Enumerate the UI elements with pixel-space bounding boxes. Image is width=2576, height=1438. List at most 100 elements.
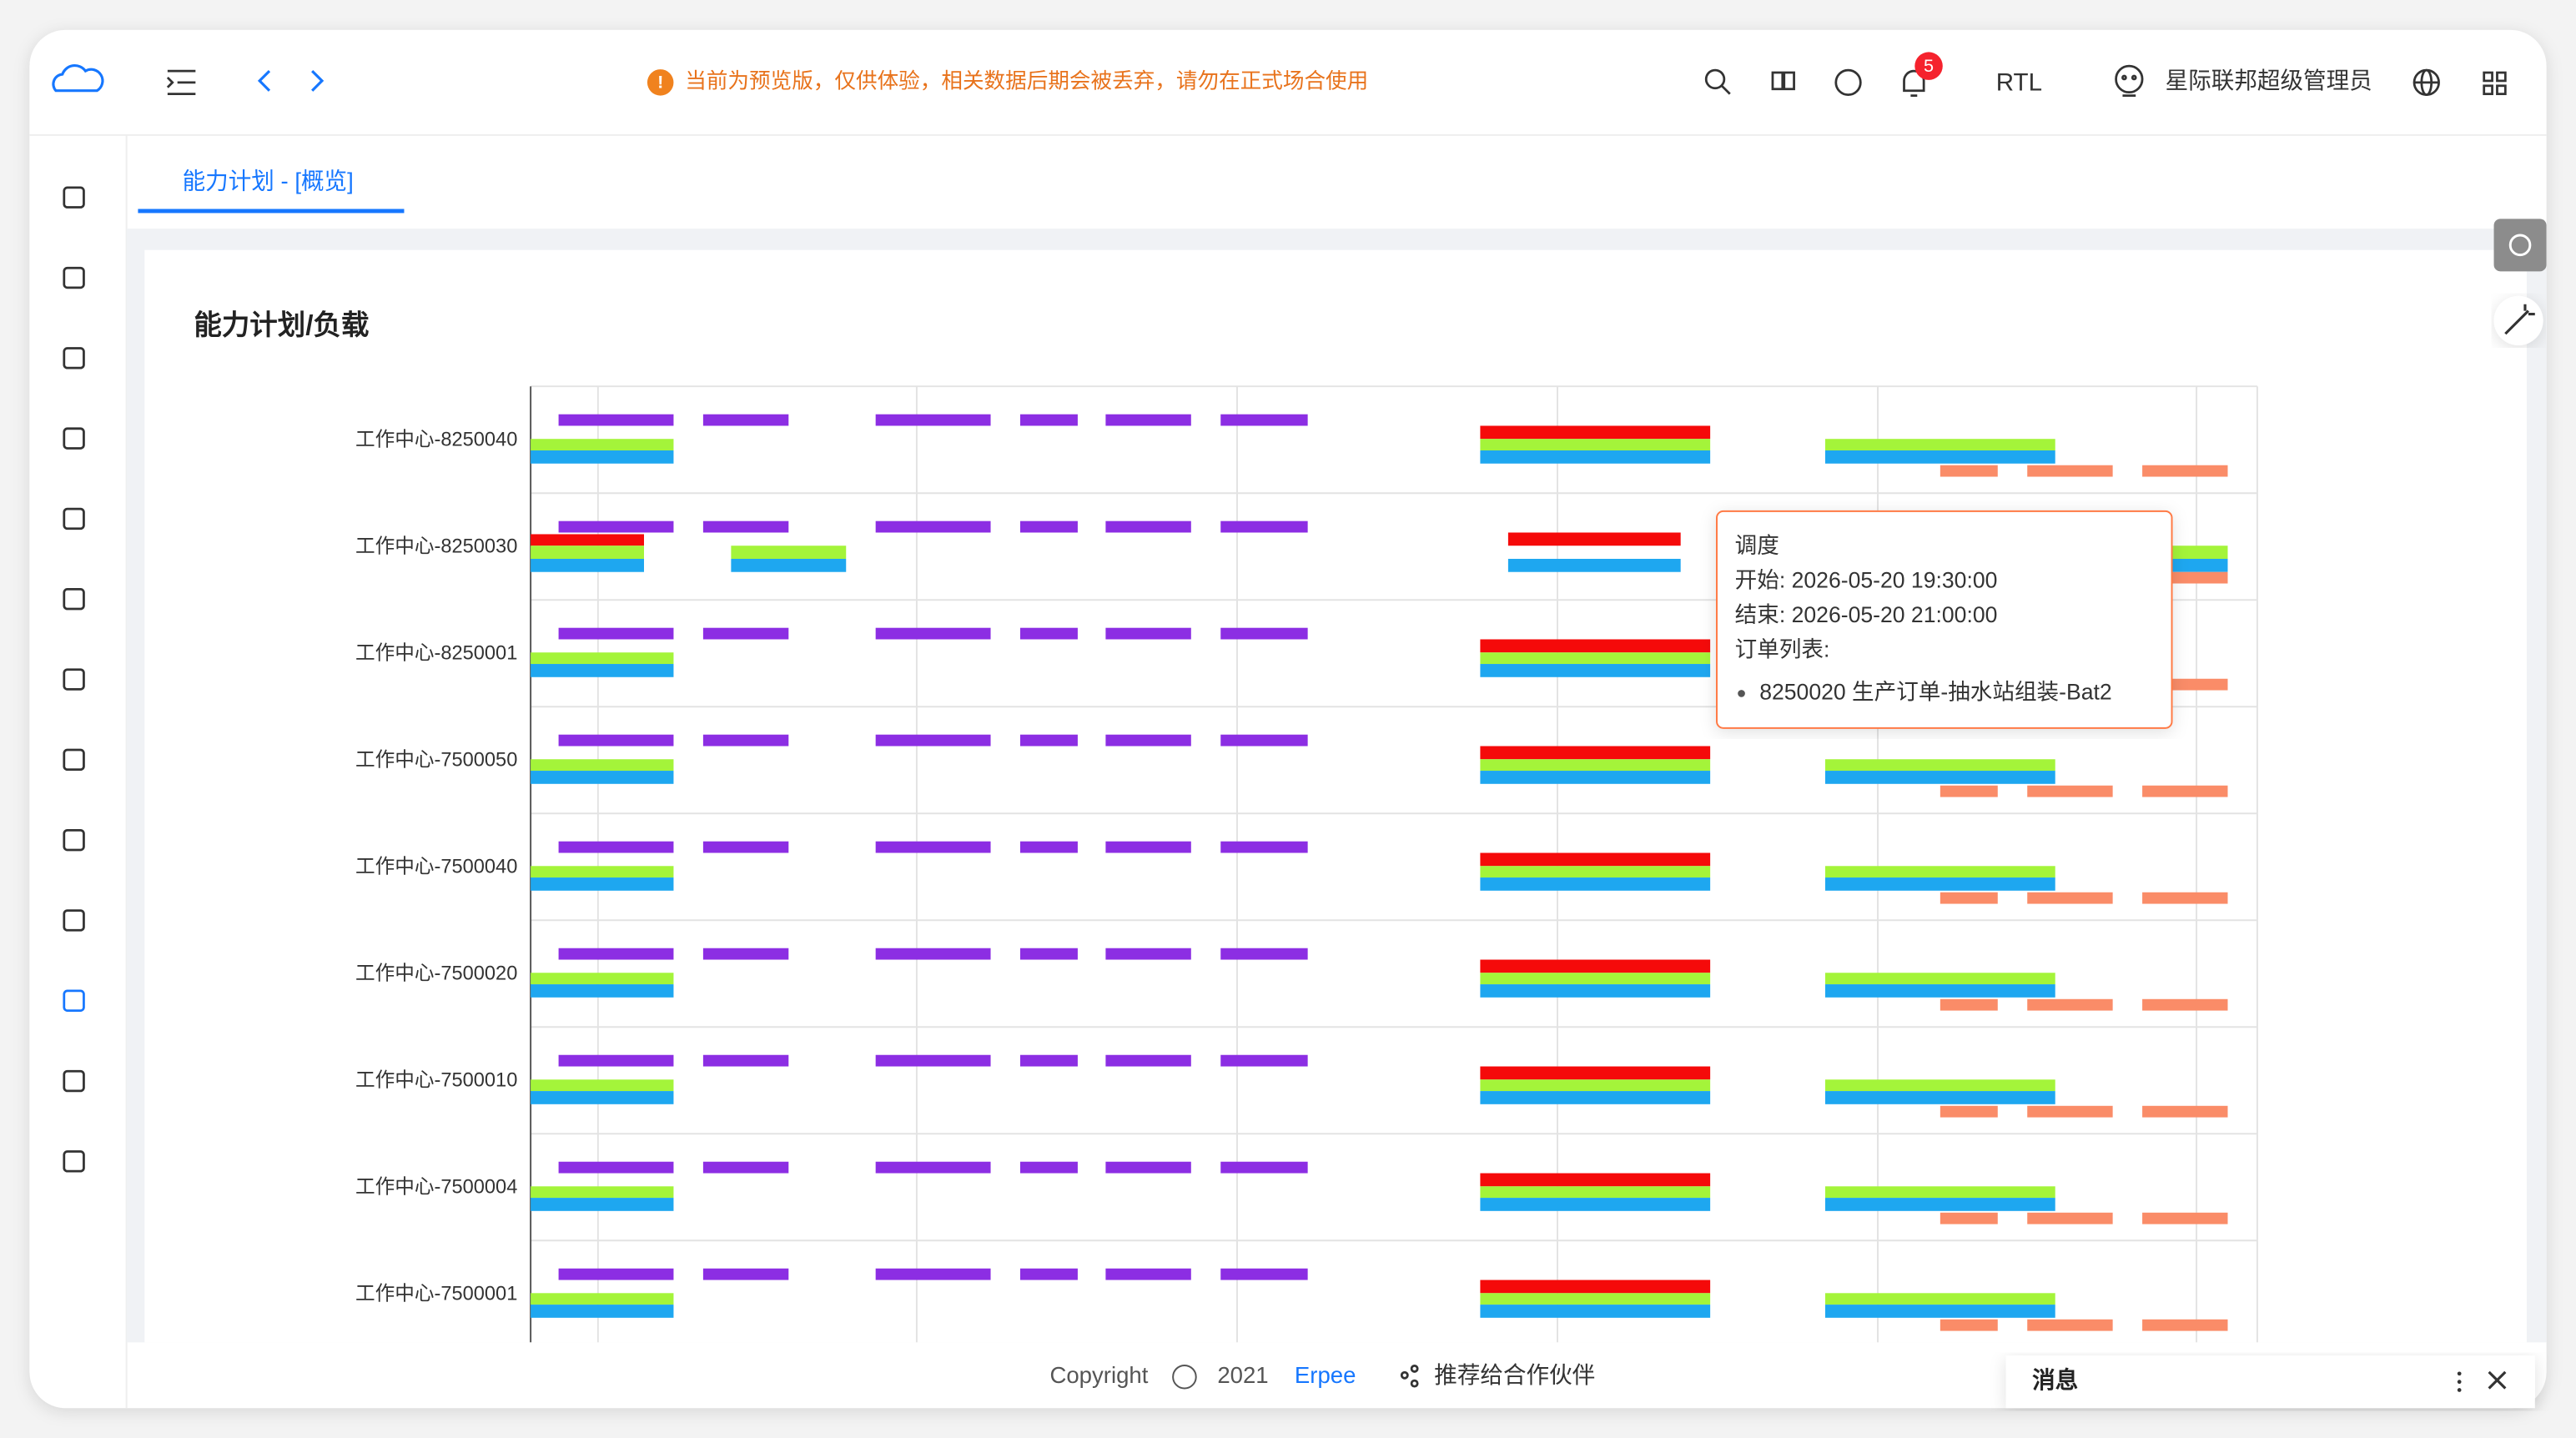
schedule-bar[interactable]: [1019, 734, 1078, 747]
schedule-bar[interactable]: [1824, 984, 2055, 998]
nav-icon[interactable]: [63, 427, 85, 450]
schedule-bar[interactable]: [1480, 959, 1711, 973]
schedule-bar[interactable]: [1824, 439, 2055, 451]
schedule-bar[interactable]: [1220, 1054, 1308, 1067]
more-icon[interactable]: [2457, 1371, 2462, 1392]
schedule-bar[interactable]: [531, 1079, 674, 1092]
schedule-bar[interactable]: [731, 546, 847, 559]
schedule-bar[interactable]: [702, 414, 789, 426]
schedule-bar[interactable]: [1480, 450, 1711, 464]
schedule-bar[interactable]: [2142, 892, 2228, 904]
schedule-bar[interactable]: [1824, 877, 2055, 891]
message-panel[interactable]: [2005, 1355, 2535, 1409]
schedule-bar[interactable]: [875, 734, 991, 747]
schedule-bar[interactable]: [1940, 1105, 1998, 1118]
schedule-bar[interactable]: [1824, 759, 2055, 772]
schedule-bar[interactable]: [531, 1198, 674, 1211]
schedule-bar[interactable]: [558, 734, 674, 747]
schedule-bar[interactable]: [2142, 1212, 2228, 1224]
schedule-bar[interactable]: [702, 734, 789, 747]
schedule-bar[interactable]: [702, 1054, 789, 1067]
schedule-bar[interactable]: [531, 664, 674, 677]
schedule-bar[interactable]: [1480, 1186, 1711, 1199]
schedule-bar[interactable]: [1480, 1173, 1711, 1187]
schedule-bar[interactable]: [1480, 1198, 1711, 1211]
schedule-bar[interactable]: [1019, 948, 1078, 960]
schedule-bar[interactable]: [1220, 1161, 1308, 1174]
schedule-bar[interactable]: [1105, 948, 1191, 960]
schedule-bar[interactable]: [1105, 734, 1191, 747]
tab[interactable]: 能力计划 - [概览]: [183, 168, 354, 194]
user-name[interactable]: 星际联邦超级管理员: [2166, 68, 2372, 93]
schedule-bar[interactable]: [1824, 1079, 2055, 1092]
schedule-bar[interactable]: [1480, 1293, 1711, 1305]
schedule-bar[interactable]: [1480, 866, 1711, 878]
schedule-bar[interactable]: [531, 546, 644, 559]
schedule-bar[interactable]: [531, 866, 674, 878]
schedule-bar[interactable]: [702, 841, 789, 853]
schedule-bar[interactable]: [558, 414, 674, 426]
schedule-bar[interactable]: [702, 627, 789, 640]
close-icon[interactable]: [2488, 1370, 2507, 1390]
nav-icon[interactable]: [63, 1150, 85, 1173]
schedule-bar[interactable]: [531, 984, 674, 998]
schedule-bar[interactable]: [1480, 664, 1711, 677]
nav-icon[interactable]: [63, 1069, 85, 1093]
schedule-bar[interactable]: [1824, 1198, 2055, 1211]
nav-icon[interactable]: [63, 507, 85, 530]
schedule-bar[interactable]: [875, 520, 991, 533]
schedule-bar[interactable]: [1480, 759, 1711, 772]
menu-toggle[interactable]: [166, 69, 196, 96]
schedule-bar[interactable]: [2027, 785, 2113, 797]
schedule-bar[interactable]: [702, 520, 789, 533]
schedule-bar[interactable]: [1019, 627, 1078, 640]
nav-icon[interactable]: [63, 748, 85, 772]
schedule-bar[interactable]: [558, 520, 674, 533]
avatar[interactable]: [2115, 64, 2144, 97]
schedule-bar[interactable]: [702, 1268, 789, 1280]
schedule-bar[interactable]: [2027, 892, 2113, 904]
schedule-bar[interactable]: [1220, 414, 1308, 426]
schedule-bar[interactable]: [1220, 734, 1308, 747]
schedule-bar[interactable]: [531, 1091, 674, 1104]
nav-icon[interactable]: [63, 668, 85, 691]
schedule-bar[interactable]: [1105, 1268, 1191, 1280]
schedule-bar[interactable]: [1824, 1293, 2055, 1305]
schedule-bar[interactable]: [1940, 1212, 1998, 1224]
schedule-bar[interactable]: [531, 759, 674, 772]
schedule-bar[interactable]: [1824, 1186, 2055, 1199]
schedule-bar[interactable]: [2142, 785, 2228, 797]
chat[interactable]: [1834, 68, 1862, 97]
schedule-bar[interactable]: [1105, 520, 1191, 533]
schedule-bar[interactable]: [558, 627, 674, 640]
schedule-bar[interactable]: [1824, 450, 2055, 464]
share-link[interactable]: 推荐给合作伙伴: [1434, 1362, 1595, 1388]
schedule-bar[interactable]: [1480, 425, 1711, 440]
schedule-bar[interactable]: [1019, 1054, 1078, 1067]
schedule-bar[interactable]: [558, 1054, 674, 1067]
schedule-bar[interactable]: [2027, 465, 2113, 477]
schedule-bar[interactable]: [1220, 520, 1308, 533]
nav-icon[interactable]: [63, 186, 85, 209]
schedule-bar[interactable]: [531, 450, 674, 464]
schedule-bar[interactable]: [875, 1054, 991, 1067]
schedule-bar[interactable]: [1480, 1305, 1711, 1318]
schedule-bar[interactable]: [875, 414, 991, 426]
schedule-bar[interactable]: [1019, 520, 1078, 533]
brand-link[interactable]: Erpee: [1295, 1362, 1356, 1388]
schedule-bar[interactable]: [1480, 973, 1711, 985]
schedule-bar[interactable]: [702, 948, 789, 960]
schedule-bar[interactable]: [1220, 627, 1308, 640]
schedule-bar[interactable]: [1480, 639, 1711, 653]
schedule-bar[interactable]: [531, 534, 644, 546]
schedule-bar[interactable]: [1940, 465, 1998, 477]
schedule-bar[interactable]: [558, 1161, 674, 1174]
schedule-bar[interactable]: [1105, 841, 1191, 853]
schedule-bar[interactable]: [1480, 1066, 1711, 1080]
schedule-bar[interactable]: [1105, 1161, 1191, 1174]
nav-icon[interactable]: [63, 989, 85, 1012]
nav-icon[interactable]: [63, 588, 85, 611]
schedule-bar[interactable]: [1480, 746, 1711, 760]
schedule-bar[interactable]: [1480, 652, 1711, 665]
nav-icon[interactable]: [63, 347, 85, 370]
